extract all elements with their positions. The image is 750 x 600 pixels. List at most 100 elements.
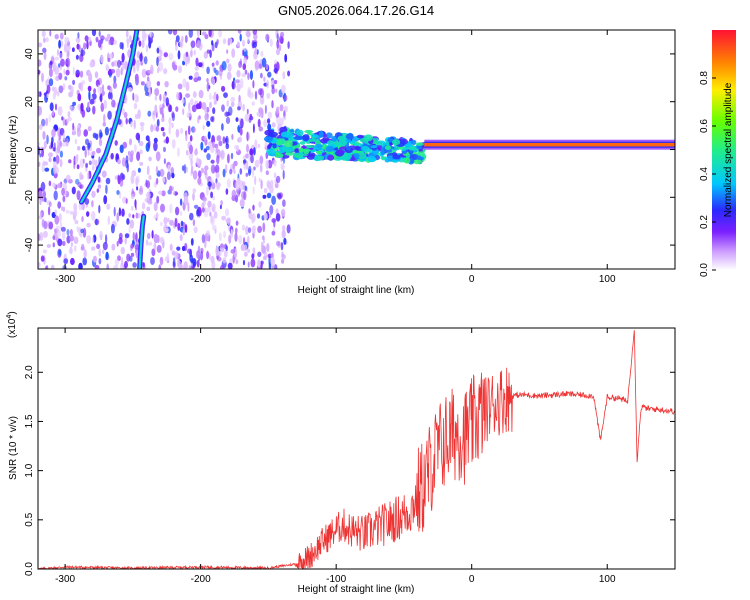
noise-speck (105, 37, 109, 42)
noise-speck (258, 201, 262, 208)
noise-speck (124, 260, 128, 269)
noise-speck (201, 31, 207, 36)
noise-speck (267, 111, 273, 119)
noise-speck (239, 127, 243, 136)
x-tick-label: 0 (469, 574, 475, 585)
y-tick-label: -20 (24, 190, 35, 205)
noise-speck (250, 258, 256, 268)
noise-speck (216, 181, 219, 187)
noise-speck (196, 30, 200, 37)
noise-speck (41, 30, 46, 38)
noise-speck (136, 151, 141, 161)
noise-speck (172, 30, 178, 36)
noise-speck (91, 165, 95, 171)
noise-speck (190, 258, 195, 264)
noise-speck (207, 181, 212, 187)
noise-speck (87, 85, 92, 92)
noise-speck (254, 90, 258, 100)
noise-speck (74, 155, 79, 165)
noise-speck (59, 150, 64, 158)
noise-speck (89, 61, 94, 68)
noise-speck (133, 65, 136, 74)
signal-blob (415, 142, 424, 146)
noise-speck (53, 156, 57, 163)
noise-speck (223, 92, 228, 98)
noise-speck (42, 249, 47, 254)
signal-blob (384, 148, 393, 153)
noise-speck (126, 253, 131, 262)
signal-blob (392, 154, 401, 160)
noise-speck (196, 250, 201, 259)
noise-speck (38, 161, 41, 167)
noise-speck (40, 181, 46, 192)
noise-speck (61, 231, 66, 241)
noise-speck (134, 244, 140, 251)
noise-speck (63, 258, 68, 265)
noise-speck (123, 61, 129, 70)
noise-speck (270, 179, 274, 188)
noise-speck (242, 63, 247, 71)
signal-blob (272, 143, 277, 149)
noise-speck (247, 261, 250, 268)
noise-speck (193, 204, 199, 209)
noise-speck (65, 59, 69, 65)
noise-speck (48, 67, 53, 78)
signal-blob (283, 140, 293, 148)
noise-speck (130, 252, 135, 257)
noise-speck (162, 176, 166, 183)
noise-speck (235, 79, 240, 84)
noise-speck (229, 38, 233, 45)
noise-speck (208, 30, 212, 38)
signal-blob (311, 134, 319, 138)
noise-speck (258, 126, 263, 132)
moving-track-lower (138, 215, 145, 269)
noise-speck (218, 30, 223, 38)
noise-speck (38, 262, 41, 268)
noise-speck (182, 78, 187, 88)
noise-speck (269, 204, 274, 215)
noise-speck (235, 259, 239, 265)
noise-speck (107, 57, 111, 63)
noise-speck (159, 168, 165, 177)
noise-speck (172, 64, 178, 71)
noise-speck (149, 31, 153, 38)
noise-speck (126, 218, 130, 225)
noise-speck (237, 106, 241, 111)
noise-speck (106, 33, 111, 39)
noise-speck (225, 164, 228, 174)
noise-speck (155, 151, 161, 162)
noise-speck (195, 103, 201, 110)
snr-x-label: Height of straight line (km) (298, 584, 415, 595)
x-tick-label: -100 (326, 274, 346, 285)
snr-exponent-power: 4 (6, 315, 13, 319)
signal-blob (327, 154, 335, 161)
noise-speck (120, 246, 126, 255)
noise-speck (239, 33, 242, 42)
noise-speck (105, 65, 110, 72)
noise-speck (156, 81, 161, 87)
noise-speck (145, 44, 149, 53)
noise-speck (111, 243, 116, 251)
noise-speck (74, 139, 77, 144)
noise-speck (88, 71, 91, 78)
noise-speck (64, 187, 67, 197)
noise-speck (148, 175, 152, 180)
noise-speck (43, 37, 46, 43)
noise-speck (227, 63, 232, 72)
noise-speck (254, 159, 260, 168)
noise-speck (281, 258, 285, 264)
noise-speck (72, 122, 75, 131)
noise-speck (192, 192, 195, 201)
noise-speck (150, 124, 154, 133)
svg-text:(x104): (x104) (6, 311, 18, 338)
noise-speck (190, 238, 194, 246)
noise-speck (243, 190, 247, 201)
signal-blob (346, 145, 351, 151)
noise-speck (276, 240, 281, 247)
noise-speck (146, 165, 150, 176)
noise-speck (50, 141, 54, 149)
snr-exponent-base: (x10 (7, 318, 18, 338)
noise-speck (179, 127, 184, 134)
noise-speck (271, 195, 276, 205)
